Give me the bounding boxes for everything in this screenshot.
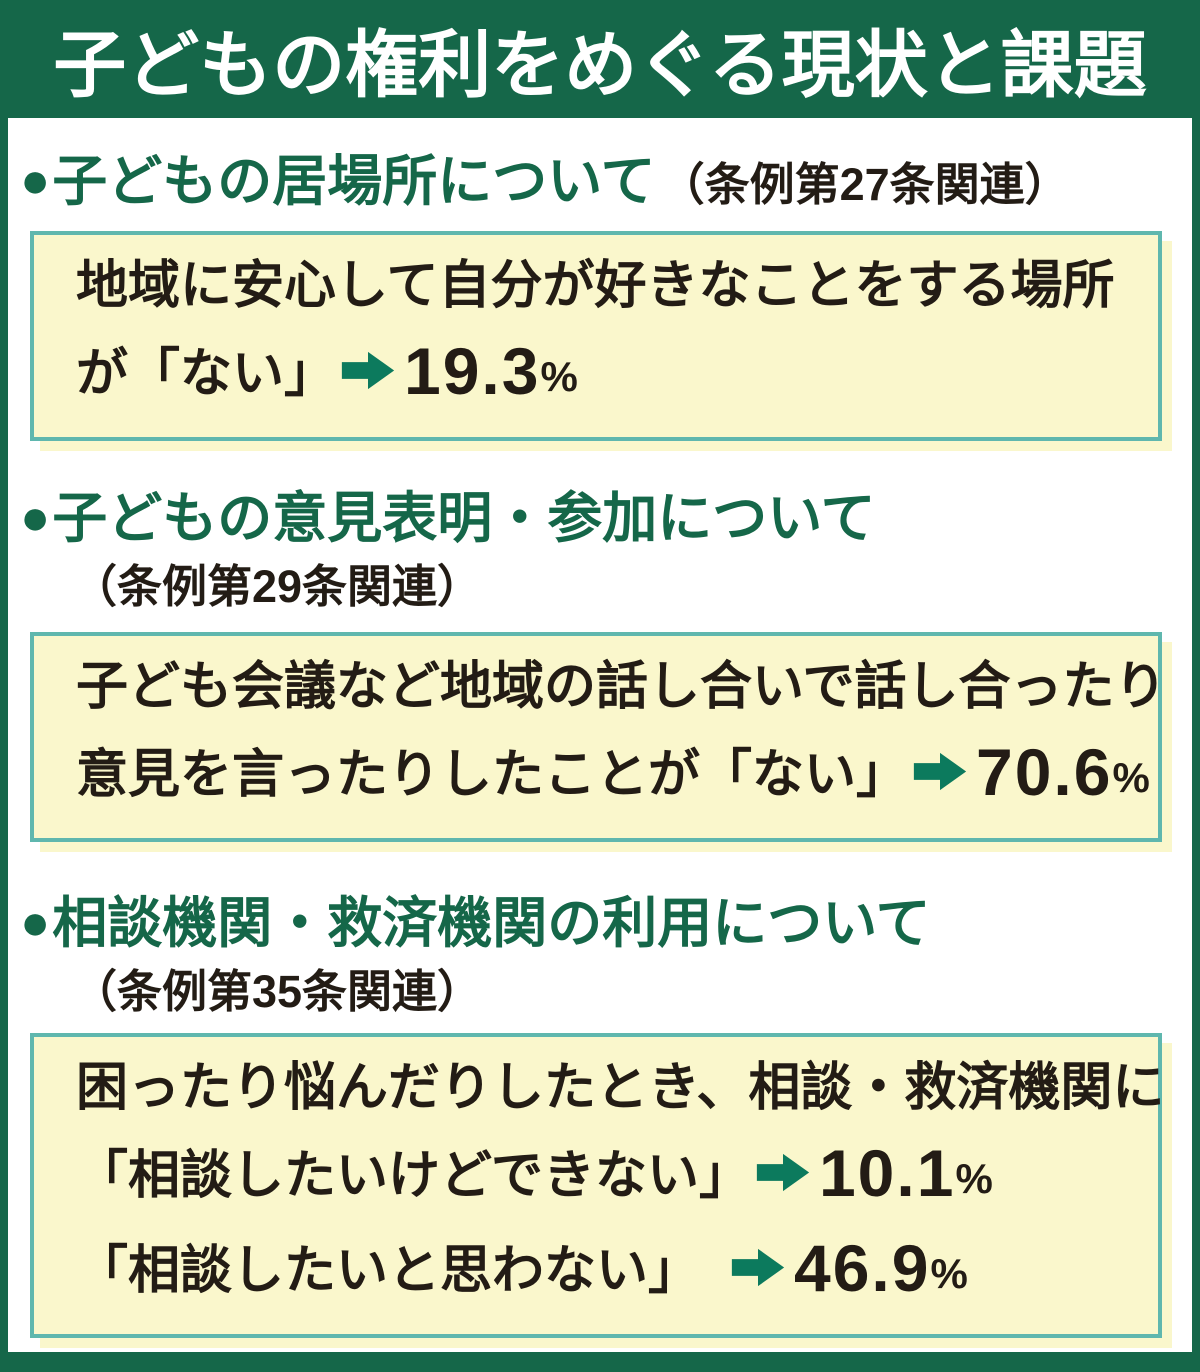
stat-text: 意見を言ったりしたことが「ない」 — [76, 745, 909, 804]
stat-value: 46.9 — [794, 1231, 931, 1305]
section-heading-text: 相談機関・救済機関の利用について — [52, 892, 931, 954]
stat-text: 子ども会議など地域の話し合いで話し合ったり — [76, 658, 1167, 717]
stat-line: 困ったり悩んだりしたとき、相談・救済機関に — [76, 1051, 1164, 1126]
title-banner: 子どもの権利をめぐる現状と課題 — [8, 0, 1192, 118]
section-heading: ●子どもの意見表明・参加について （条例第29条関連） — [20, 485, 1178, 614]
section-heading: ●子どもの居場所について（条例第27条関連） — [20, 148, 1178, 215]
bullet-icon: ● — [20, 489, 51, 545]
stat-value: 19.3 — [404, 333, 541, 408]
arrow-right-icon — [340, 337, 396, 412]
stat-unit: % — [540, 352, 578, 400]
stat-text: が「ない」 — [76, 344, 337, 403]
arrow-right-icon — [755, 1139, 811, 1214]
section-iken-hyomei: ●子どもの意見表明・参加について （条例第29条関連） 子ども会議など地域の話し合… — [8, 485, 1192, 842]
section-heading-note: （条例第29条関連） — [72, 561, 483, 613]
stat-line: 地域に安心して自分が好きなことをする場所 — [76, 249, 1140, 324]
stat-box-iken: 子ども会議など地域の話し合いで話し合ったり 意見を言ったりしたことが「ない」 70… — [30, 632, 1166, 842]
section-heading-text: 子どもの意見表明・参加について — [52, 487, 876, 549]
stat-text: 「相談したいと思わない」 — [76, 1242, 727, 1300]
stat-line: 子ども会議など地域の話し合いで話し合ったり — [76, 650, 1166, 725]
section-sodan-kikan: ●相談機関・救済機関の利用について （条例第35条関連） 困ったり悩んだりしたとき… — [8, 890, 1192, 1339]
stat-text: 「相談したいけどできない」 — [76, 1146, 751, 1205]
stat-box-sodan: 困ったり悩んだりしたとき、相談・救済機関に 「相談したいけどできない」 10.1%… — [30, 1033, 1164, 1339]
stat-line: 意見を言ったりしたことが「ない」 70.6% — [76, 725, 1150, 820]
stat-text: 地域に安心して自分が好きなことをする場所 — [76, 257, 1115, 316]
stat-value: 10.1 — [818, 1135, 956, 1210]
stat-line: が「ない」 19.3% — [76, 324, 1140, 419]
stat-unit: % — [955, 1154, 993, 1202]
stat-text: 困ったり悩んだりしたとき、相談・救済機関に — [76, 1059, 1165, 1118]
stat-unit: % — [930, 1250, 968, 1297]
section-heading: ●相談機関・救済機関の利用について （条例第35条関連） — [20, 890, 1178, 1019]
arrow-right-icon — [912, 738, 968, 813]
section-kodomo-ibasho: ●子どもの居場所について（条例第27条関連） 地域に安心して自分が好きなことをす… — [8, 148, 1192, 441]
stat-value: 70.6 — [976, 734, 1113, 809]
page-title: 子どもの権利をめぐる現状と課題 — [53, 25, 1147, 106]
section-heading-note: （条例第27条関連） — [659, 159, 1070, 210]
bullet-icon: ● — [20, 152, 51, 208]
stat-line: 「相談したいと思わない」 46.9% — [76, 1221, 1140, 1316]
section-heading-note: （条例第35条関連） — [72, 966, 483, 1018]
bullet-icon: ● — [20, 894, 51, 950]
arrow-right-icon — [730, 1234, 786, 1309]
section-heading-text: 子どもの居場所について — [52, 150, 656, 212]
stat-line: 「相談したいけどできない」 10.1% — [76, 1126, 1140, 1221]
stat-box-ibasho: 地域に安心して自分が好きなことをする場所 が「ない」 19.3% — [30, 231, 1162, 441]
source-footnote: ※第9回川崎市子どもの権利に関する実態・意識調査 — [8, 1368, 1192, 1372]
stat-unit: % — [1112, 753, 1150, 801]
